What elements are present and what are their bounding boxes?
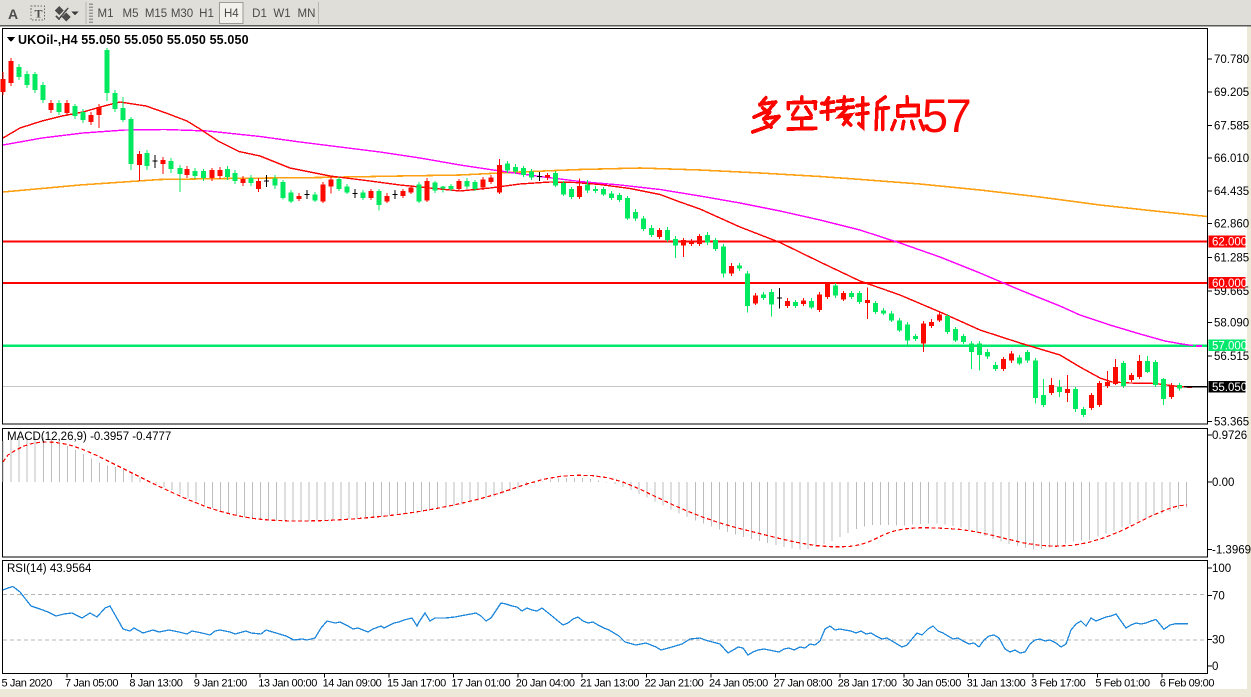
svg-text:H4: H4 bbox=[224, 8, 239, 20]
svg-text:61.285: 61.285 bbox=[1214, 252, 1249, 264]
svg-text:-1.3969: -1.3969 bbox=[1212, 545, 1251, 557]
svg-text:59.665: 59.665 bbox=[1214, 286, 1249, 298]
svg-text:66.010: 66.010 bbox=[1214, 153, 1249, 165]
svg-text:28 Jan 17:00: 28 Jan 17:00 bbox=[838, 678, 897, 690]
svg-text:55.050: 55.050 bbox=[1212, 382, 1247, 394]
svg-text:53.365: 53.365 bbox=[1214, 417, 1249, 429]
svg-text:70: 70 bbox=[1212, 591, 1225, 603]
svg-text:H1: H1 bbox=[199, 8, 214, 20]
svg-text:22 Jan 21:00: 22 Jan 21:00 bbox=[645, 678, 704, 690]
svg-text:62.860: 62.860 bbox=[1214, 219, 1249, 231]
svg-text:0.9726: 0.9726 bbox=[1212, 430, 1247, 442]
svg-text:27 Jan 08:00: 27 Jan 08:00 bbox=[773, 678, 832, 690]
svg-text:W1: W1 bbox=[273, 8, 290, 20]
svg-text:30: 30 bbox=[1212, 635, 1225, 647]
svg-text:7 Jan 05:00: 7 Jan 05:00 bbox=[65, 678, 118, 690]
svg-text:RSI(14) 43.9564: RSI(14) 43.9564 bbox=[7, 563, 92, 575]
svg-text:UKOil-,H4 55.050 55.050 55.05: UKOil-,H4 55.050 55.050 55.050 55.050 bbox=[18, 33, 249, 47]
svg-text:MACD(12,26,9) -0.3957 -0.4777: MACD(12,26,9) -0.3957 -0.4777 bbox=[7, 431, 171, 443]
svg-text:58.090: 58.090 bbox=[1214, 318, 1249, 330]
svg-text:9 Jan 21:00: 9 Jan 21:00 bbox=[194, 678, 247, 690]
svg-text:13 Jan 00:00: 13 Jan 00:00 bbox=[258, 678, 317, 690]
svg-text:M5: M5 bbox=[123, 8, 139, 20]
svg-text:56.515: 56.515 bbox=[1214, 351, 1249, 363]
svg-text:60.000: 60.000 bbox=[1212, 278, 1247, 290]
svg-text:8 Jan 13:00: 8 Jan 13:00 bbox=[129, 678, 182, 690]
svg-text:MN: MN bbox=[298, 8, 316, 20]
svg-text:M1: M1 bbox=[98, 8, 114, 20]
svg-text:15 Jan 17:00: 15 Jan 17:00 bbox=[387, 678, 446, 690]
svg-text:5 Feb 01:00: 5 Feb 01:00 bbox=[1095, 678, 1150, 690]
svg-text:6 Feb 09:00: 6 Feb 09:00 bbox=[1160, 678, 1215, 690]
svg-text:21 Jan 13:00: 21 Jan 13:00 bbox=[580, 678, 639, 690]
svg-text:M15: M15 bbox=[145, 8, 167, 20]
svg-text:30 Jan 05:00: 30 Jan 05:00 bbox=[902, 678, 961, 690]
svg-text:3 Feb 17:00: 3 Feb 17:00 bbox=[1031, 678, 1086, 690]
svg-text:20 Jan 04:00: 20 Jan 04:00 bbox=[516, 678, 575, 690]
svg-text:M30: M30 bbox=[171, 8, 193, 20]
svg-text:24 Jan 05:00: 24 Jan 05:00 bbox=[709, 678, 768, 690]
svg-text:17 Jan 01:00: 17 Jan 01:00 bbox=[451, 678, 510, 690]
svg-text:70.780: 70.780 bbox=[1214, 54, 1249, 66]
svg-text:14 Jan 09:00: 14 Jan 09:00 bbox=[323, 678, 382, 690]
svg-text:5 Jan 2020: 5 Jan 2020 bbox=[2, 678, 53, 690]
svg-text:A: A bbox=[8, 6, 18, 22]
svg-text:57.000: 57.000 bbox=[1212, 341, 1247, 353]
svg-text:57: 57 bbox=[922, 89, 970, 142]
svg-text:64.435: 64.435 bbox=[1214, 186, 1249, 198]
svg-text:62.000: 62.000 bbox=[1212, 237, 1247, 249]
svg-text:D1: D1 bbox=[252, 8, 267, 20]
svg-text:0: 0 bbox=[1212, 661, 1218, 673]
svg-text:0.00: 0.00 bbox=[1212, 477, 1234, 489]
svg-text:67.585: 67.585 bbox=[1214, 120, 1249, 132]
svg-text:T: T bbox=[35, 7, 43, 21]
svg-text:31 Jan 13:00: 31 Jan 13:00 bbox=[967, 678, 1026, 690]
svg-text:69.205: 69.205 bbox=[1214, 87, 1249, 99]
svg-text:100: 100 bbox=[1212, 563, 1231, 575]
